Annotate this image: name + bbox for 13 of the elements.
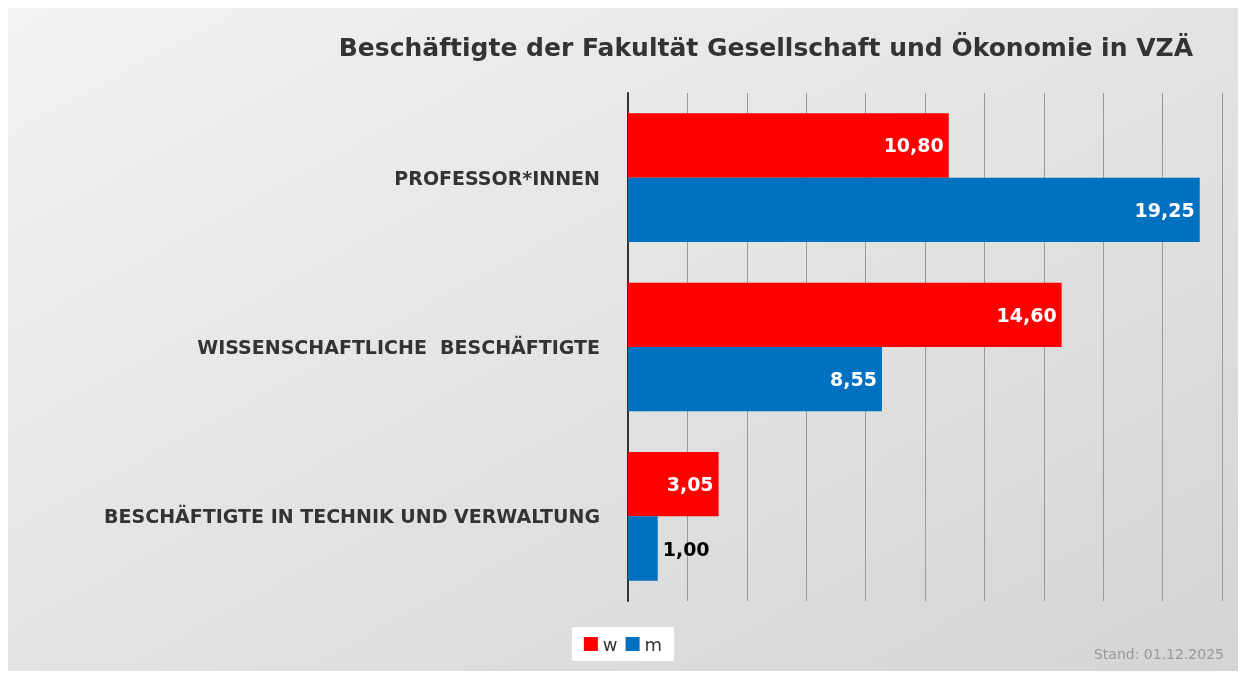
legend-label: w <box>602 633 618 655</box>
legend-label: m <box>644 633 663 655</box>
data-label: 8,55 <box>830 368 877 391</box>
y-tick-label: BESCHÄFTIGTE IN TECHNIK UND VERWALTUNG <box>104 504 600 528</box>
data-label: 14,60 <box>996 303 1057 326</box>
data-label: 10,80 <box>883 134 944 157</box>
data-label: 1,00 <box>662 537 710 560</box>
data-label: 3,05 <box>666 473 714 496</box>
y-tick-label: WISSENSCHAFTLICHE BESCHÄFTIGTE <box>197 335 600 358</box>
chart-title: Beschäftigte der Fakultät Gesellschaft und Ökonomie in VZÄ <box>338 32 1194 62</box>
data-label: 19,25 <box>1134 198 1195 221</box>
text: Stand: 01.12.2025 <box>1093 646 1225 662</box>
y-tick-label: PROFESSOR*INNEN <box>394 166 600 189</box>
